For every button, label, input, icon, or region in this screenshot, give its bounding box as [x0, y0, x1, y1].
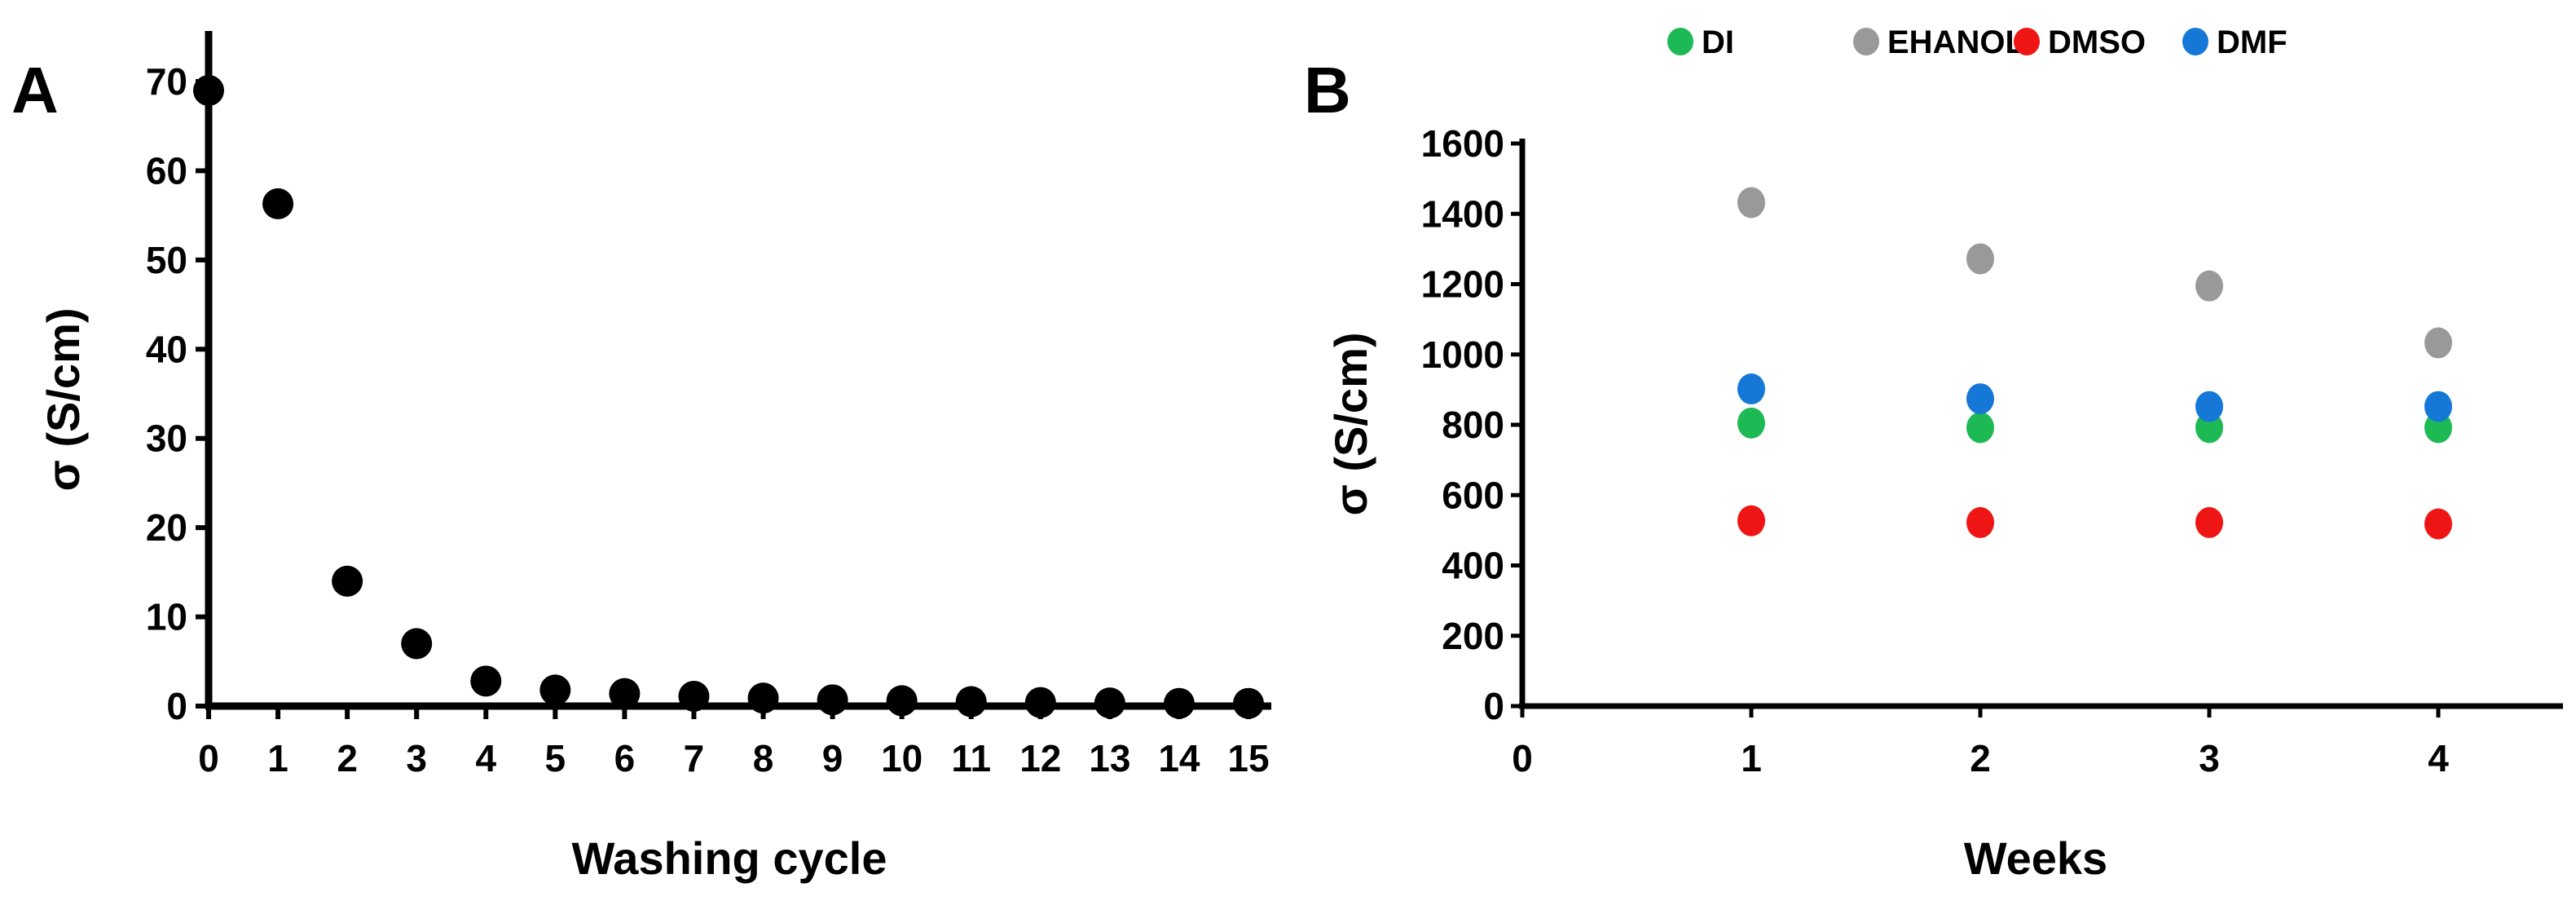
panel-b-x-tick-label: 1 — [1741, 737, 1762, 779]
panel-a-y-tick-label: 50 — [146, 239, 187, 281]
legend-marker-dmf — [2182, 28, 2208, 55]
panel-b-x-tick-label: 2 — [1970, 737, 1991, 779]
panel-a-data-point — [1094, 687, 1125, 719]
panel-b-point-ehanol — [1966, 243, 1994, 275]
legend-label-dmso: DMSO — [2048, 24, 2146, 60]
panel-b-y-tick-label: 1200 — [1421, 263, 1504, 306]
panel-a-data-point — [1233, 687, 1264, 719]
panel-a-y-tick-label: 70 — [146, 60, 187, 103]
panel-a-x-axis-title: Washing cycle — [572, 832, 887, 884]
panel-a-y-tick-label: 0 — [166, 685, 187, 727]
panel-a-data-point — [539, 674, 571, 706]
legend-marker-dmso — [2014, 28, 2040, 55]
panel-a-data-point — [886, 685, 918, 717]
panel-a-data-point — [193, 74, 224, 106]
panel-a-data-point — [678, 680, 710, 712]
panel-a-label: A — [11, 54, 59, 126]
panel-a-x-tick-label: 9 — [822, 737, 843, 779]
panel-b-point-dmso — [1737, 505, 1765, 536]
panel-a-x-tick-label: 7 — [684, 737, 705, 779]
legend-label-di: DI — [1702, 24, 1734, 60]
panel-a-data-point — [747, 682, 779, 714]
panel-b-legend: DI EHANOL DMSO DMF — [1667, 24, 2288, 60]
panel-a-y-tick-label: 30 — [146, 417, 187, 460]
panel-b-y-tick-label: 0 — [1483, 685, 1504, 727]
panel-b-point-dmso — [1966, 506, 1994, 538]
panel-a-x-tick-label: 15 — [1227, 737, 1269, 779]
panel-b-y-tick-label: 1400 — [1421, 192, 1504, 235]
panel-b-label: B — [1304, 54, 1351, 126]
legend-marker-di — [1667, 28, 1693, 55]
panel-a-data-point — [401, 628, 433, 660]
panel-a-x-tick-label: 0 — [198, 737, 219, 779]
panel-b-point-ehanol — [2424, 327, 2452, 359]
panel-b-point-dmf — [2424, 391, 2452, 422]
panel-a-data-point — [609, 678, 641, 709]
panel-b-chart: B 0 200 400 600 800 1000 1200 1400 1600 0 1 2 3 4 DI E… — [1304, 24, 2563, 884]
panel-a-y-tick-label: 10 — [146, 596, 187, 638]
legend-label-dmf: DMF — [2217, 24, 2288, 60]
panel-b-y-tick-label: 1000 — [1421, 333, 1504, 376]
panel-b-point-ehanol — [2195, 270, 2223, 302]
panel-b-y-tick-label: 800 — [1442, 404, 1504, 446]
panel-a-x-tick-label: 11 — [951, 737, 991, 779]
panel-b-point-di — [1737, 407, 1765, 439]
panel-a-y-tick-label: 20 — [146, 506, 187, 549]
panel-a-y-tick-label: 60 — [146, 149, 187, 192]
panel-a-x-tick-label: 3 — [406, 737, 427, 779]
panel-a-x-tick-label: 12 — [1019, 737, 1061, 779]
panel-b-x-tick-label: 3 — [2199, 737, 2220, 779]
panel-b-x-tick-label: 0 — [1512, 737, 1533, 779]
panel-a-data-point — [332, 565, 363, 597]
panel-b-point-ehanol — [1737, 187, 1765, 219]
panel-b-y-tick-label: 600 — [1442, 474, 1504, 516]
panel-a-x-tick-label: 5 — [545, 737, 566, 779]
panel-a-x-tick-label: 1 — [267, 737, 288, 779]
panel-b-point-dmso — [2195, 506, 2223, 538]
panel-b-point-dmf — [1966, 383, 1994, 415]
panel-a-x-tick-label: 2 — [337, 737, 358, 779]
panel-b-x-axis-title: Weeks — [1964, 832, 2107, 884]
panel-a-x-tick-label: 4 — [475, 737, 496, 779]
panel-a-data-point — [955, 686, 987, 718]
panel-b-x-tick-label: 4 — [2428, 737, 2449, 779]
panel-a-data-point — [262, 188, 294, 219]
panel-b-y-tick-label: 1600 — [1421, 122, 1504, 165]
panel-a-x-tick-label: 13 — [1089, 737, 1130, 779]
panel-a-data-point — [817, 684, 848, 716]
panel-b-y-axis-title: σ (S/cm) — [1325, 332, 1376, 515]
panel-a-data-point — [470, 665, 502, 697]
panel-b-point-di — [1966, 412, 1994, 444]
panel-b-point-dmf — [1737, 373, 1765, 405]
legend-marker-ehanol — [1853, 28, 1879, 55]
panel-b-point-dmso — [2424, 508, 2452, 540]
panel-a-x-tick-label: 8 — [753, 737, 774, 779]
panel-b-point-dmf — [2195, 391, 2223, 422]
legend-label-ehanol: EHANOL — [1887, 24, 2025, 60]
panel-b-y-tick-label: 400 — [1442, 545, 1504, 587]
panel-a-x-tick-label: 14 — [1158, 737, 1200, 779]
panel-a-data-point — [1024, 687, 1056, 718]
panel-a-data-point — [1163, 687, 1195, 719]
panel-a-x-tick-label: 6 — [614, 737, 636, 779]
panel-b-y-tick-label: 200 — [1442, 615, 1504, 657]
panel-a-y-axis-title: σ (S/cm) — [37, 307, 89, 491]
panel-a-x-tick-label: 10 — [881, 737, 923, 779]
panel-a-y-tick-label: 40 — [146, 328, 187, 370]
